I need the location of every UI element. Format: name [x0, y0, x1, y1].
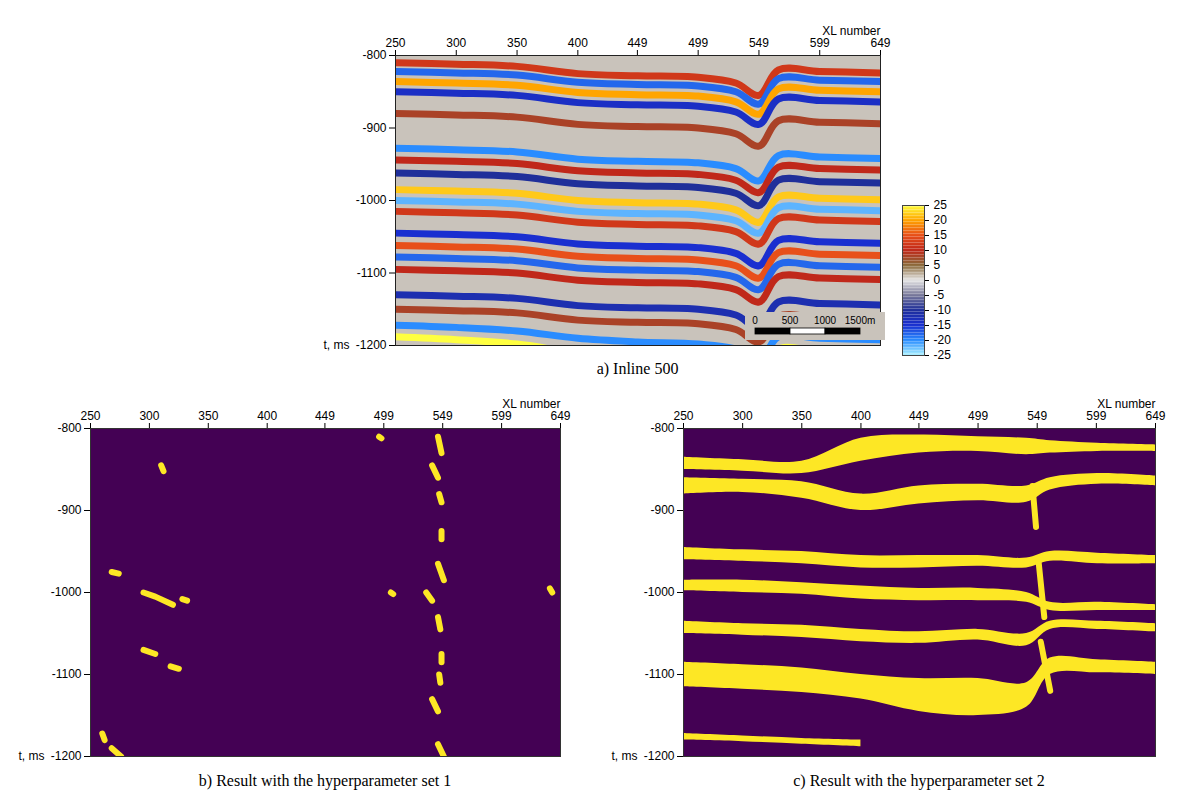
svg-text:t, ms: t, ms — [324, 338, 350, 352]
svg-text:599: 599 — [1086, 408, 1107, 423]
svg-text:449: 449 — [315, 409, 335, 423]
svg-text:250: 250 — [673, 409, 693, 423]
html-text:b) Result with the hyperparame: b) Result with the hyperparameter set 1 — [198, 772, 452, 789]
svg-text:300: 300 — [139, 409, 159, 423]
svg-text:-800: -800 — [650, 421, 674, 435]
svg-text:300: 300 — [733, 409, 753, 423]
svg-text:300: 300 — [446, 36, 466, 50]
svg-text:0: 0 — [752, 315, 758, 326]
svg-text:649: 649 — [870, 35, 891, 50]
svg-text:-15: -15 — [934, 318, 952, 332]
svg-text:649: 649 — [1145, 408, 1166, 423]
svg-text:t, ms: t, ms — [612, 749, 638, 763]
svg-text:15: 15 — [934, 228, 948, 242]
svg-text:-1000: -1000 — [644, 585, 675, 599]
svg-text:449: 449 — [627, 36, 647, 50]
svg-text:-1200: -1200 — [51, 749, 82, 763]
svg-text:5: 5 — [934, 258, 941, 272]
svg-text:549: 549 — [749, 36, 769, 50]
html-text:c) Result with the hyperparame: c) Result with the hyperparameter set 2 — [793, 772, 1045, 789]
svg-text:250: 250 — [385, 36, 405, 50]
svg-text:500: 500 — [782, 315, 799, 326]
svg-text:XL number: XL number — [502, 397, 560, 411]
svg-text:400: 400 — [257, 409, 277, 423]
svg-text:-1000: -1000 — [51, 585, 82, 599]
svg-text:25: 25 — [934, 198, 948, 212]
svg-text:-800: -800 — [57, 421, 81, 435]
svg-text:400: 400 — [851, 409, 871, 423]
svg-text:XL number: XL number — [822, 24, 880, 38]
svg-text:-900: -900 — [362, 121, 386, 135]
svg-text:-900: -900 — [650, 503, 674, 517]
svg-text:10: 10 — [934, 243, 948, 257]
svg-text:-1100: -1100 — [357, 266, 387, 280]
svg-text:-20: -20 — [934, 333, 952, 347]
svg-text:499: 499 — [968, 409, 988, 423]
svg-text:-1100: -1100 — [52, 667, 82, 681]
svg-text:449: 449 — [909, 409, 929, 423]
svg-text:-900: -900 — [57, 503, 81, 517]
svg-text:-1000: -1000 — [356, 193, 387, 207]
svg-text:0: 0 — [934, 273, 941, 287]
svg-text:400: 400 — [568, 36, 588, 50]
svg-text:599: 599 — [809, 35, 830, 50]
svg-text:250: 250 — [80, 409, 100, 423]
svg-text:-25: -25 — [934, 348, 952, 362]
svg-text:649: 649 — [550, 408, 571, 423]
svg-text:1000: 1000 — [814, 315, 837, 326]
svg-text:499: 499 — [374, 409, 394, 423]
svg-text:350: 350 — [792, 409, 812, 423]
svg-text:549: 549 — [433, 409, 453, 423]
svg-text:350: 350 — [507, 36, 527, 50]
svg-text:499: 499 — [688, 36, 708, 50]
svg-text:-5: -5 — [934, 288, 945, 302]
svg-text:20: 20 — [934, 213, 948, 227]
svg-text:-1200: -1200 — [644, 749, 675, 763]
svg-text:-1100: -1100 — [645, 667, 675, 681]
svg-text:-800: -800 — [362, 48, 386, 62]
html-text:a) Inline 500: a) Inline 500 — [596, 360, 679, 377]
svg-text:-10: -10 — [934, 303, 952, 317]
svg-text:-1200: -1200 — [356, 338, 387, 352]
svg-text:350: 350 — [198, 409, 218, 423]
svg-text:549: 549 — [1027, 409, 1047, 423]
svg-text:1500m: 1500m — [845, 315, 876, 326]
svg-text:599: 599 — [491, 408, 512, 423]
svg-text:t, ms: t, ms — [19, 749, 45, 763]
svg-text:XL number: XL number — [1097, 397, 1155, 411]
